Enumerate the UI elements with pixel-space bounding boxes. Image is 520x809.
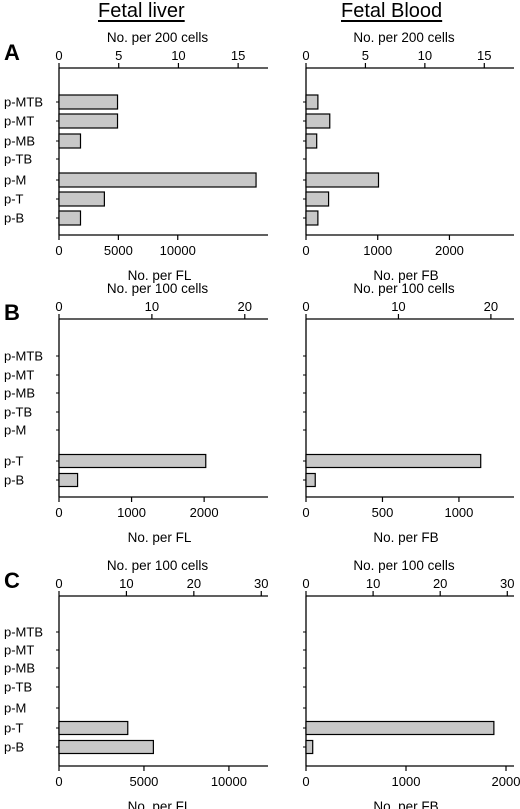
top-axis-title-c-fb: No. per 100 cells [353,558,455,573]
top-tick-label-a-fb-0: 0 [302,48,309,63]
bottom-tick-label-b-fb-1: 500 [372,505,394,520]
top-tick-label-a-fb-3: 15 [477,48,491,63]
category-label-a-2: p-MB [4,134,35,149]
top-axis-title-a-fl: No. per 200 cells [107,30,209,45]
bottom-axis-title-a-fl: No. per FL [128,268,192,283]
bar-c-fl-p-b [58,739,154,755]
bottom-axis-title-c-fb: No. per FB [373,799,438,809]
top-axis-title-c-fl: No. per 100 cells [107,558,209,573]
category-label-c-1: p-MT [4,643,34,658]
panel-letter-b: B [4,300,20,325]
top-axis-title-b-fb: No. per 100 cells [353,281,455,296]
top-axis-title-b-fl: No. per 100 cells [107,281,209,296]
top-tick-label-a-fl-3: 15 [231,48,245,63]
column-title-fetal-blood: Fetal Blood [341,0,443,22]
bar-b-fb-p-b [305,472,316,488]
category-label-b-5: p-T [4,454,24,469]
bar-b-fl-p-b [58,472,79,488]
category-label-b-3: p-TB [4,405,32,420]
bottom-tick-label-a-fl-1: 5000 [104,243,133,258]
top-tick-label-b-fl-2: 20 [238,299,252,314]
bottom-tick-label-a-fl-2: 10000 [160,243,196,258]
bottom-tick-label-b-fb-2: 1000 [444,505,473,520]
panel-letter-a: A [4,40,20,65]
bar-b-fl-p-t [58,453,207,469]
category-label-b-6: p-B [4,473,24,488]
bottom-tick-label-c-fl-2: 10000 [211,774,247,789]
top-tick-label-c-fb-1: 10 [366,576,380,591]
top-tick-label-b-fl-1: 10 [145,299,159,314]
bar-c-fb-p-t [305,720,495,736]
top-tick-label-a-fl-2: 10 [171,48,185,63]
category-label-c-6: p-B [4,740,24,755]
bottom-axis-title-a-fb: No. per FB [373,268,438,283]
top-tick-label-c-fb-3: 30 [500,576,514,591]
bottom-tick-label-b-fb-0: 0 [302,505,309,520]
top-tick-label-a-fb-1: 5 [362,48,369,63]
top-tick-label-c-fl-3: 30 [254,576,268,591]
top-tick-label-b-fb-0: 0 [302,299,309,314]
bottom-tick-label-c-fb-2: 2000 [492,774,520,789]
top-tick-label-a-fl-0: 0 [55,48,62,63]
top-tick-label-c-fl-1: 10 [119,576,133,591]
bar-a-fl-p-mt [58,113,119,129]
panel-letter-c: C [4,568,20,593]
bar-a-fb-p-b [305,210,319,226]
bar-c-fb-p-b [305,739,314,755]
top-tick-label-b-fb-1: 10 [391,299,405,314]
bar-a-fb-p-mt [305,113,331,129]
bottom-tick-label-a-fb-1: 1000 [363,243,392,258]
top-tick-label-a-fb-2: 10 [418,48,432,63]
top-tick-label-b-fl-0: 0 [55,299,62,314]
top-tick-label-c-fl-0: 0 [55,576,62,591]
bottom-tick-label-c-fb-1: 1000 [392,774,421,789]
top-tick-label-a-fl-1: 5 [115,48,122,63]
bar-a-fb-p-t [305,191,330,207]
bar-b-fb-p-t [305,453,482,469]
bottom-tick-label-c-fl-1: 5000 [129,774,158,789]
category-label-a-0: p-MTB [4,95,43,110]
bottom-tick-label-a-fb-2: 2000 [435,243,464,258]
bottom-tick-label-a-fb-0: 0 [302,243,309,258]
bottom-axis-title-b-fl: No. per FL [128,530,192,545]
category-label-c-2: p-MB [4,661,35,676]
bar-c-fl-p-t [58,720,129,736]
top-tick-label-c-fb-2: 20 [433,576,447,591]
bar-a-fb-p-mb [305,133,318,149]
category-label-c-3: p-TB [4,680,32,695]
category-label-c-5: p-T [4,721,24,736]
column-title-fetal-liver: Fetal liver [98,0,185,22]
category-label-a-1: p-MT [4,114,34,129]
bottom-axis-title-c-fl: No. per FL [128,799,192,809]
bottom-tick-label-b-fl-1: 1000 [117,505,146,520]
bottom-tick-label-c-fl-0: 0 [55,774,62,789]
bottom-tick-label-b-fl-2: 2000 [190,505,219,520]
bar-a-fl-p-m [58,172,257,188]
bottom-tick-label-a-fl-0: 0 [55,243,62,258]
bar-a-fl-p-t [58,191,105,207]
top-tick-label-c-fl-2: 20 [187,576,201,591]
top-tick-label-c-fb-0: 0 [302,576,309,591]
bar-a-fl-p-mb [58,133,82,149]
category-label-b-4: p-M [4,423,26,438]
category-label-b-0: p-MTB [4,349,43,364]
bar-a-fb-p-mtb [305,94,319,110]
bar-a-fl-p-mtb [58,94,119,110]
category-label-b-2: p-MB [4,386,35,401]
bottom-tick-label-b-fl-0: 0 [55,505,62,520]
category-label-a-6: p-B [4,211,24,226]
top-tick-label-b-fb-2: 20 [484,299,498,314]
category-label-a-4: p-M [4,173,26,188]
top-axis-title-a-fb: No. per 200 cells [353,30,455,45]
category-label-c-4: p-M [4,701,26,716]
category-label-a-5: p-T [4,192,24,207]
category-label-a-3: p-TB [4,152,32,167]
bottom-axis-title-b-fb: No. per FB [373,530,438,545]
bottom-tick-label-c-fb-0: 0 [302,774,309,789]
bar-a-fb-p-m [305,172,380,188]
category-label-c-0: p-MTB [4,625,43,640]
bar-a-fl-p-b [58,210,82,226]
category-label-b-1: p-MT [4,368,34,383]
